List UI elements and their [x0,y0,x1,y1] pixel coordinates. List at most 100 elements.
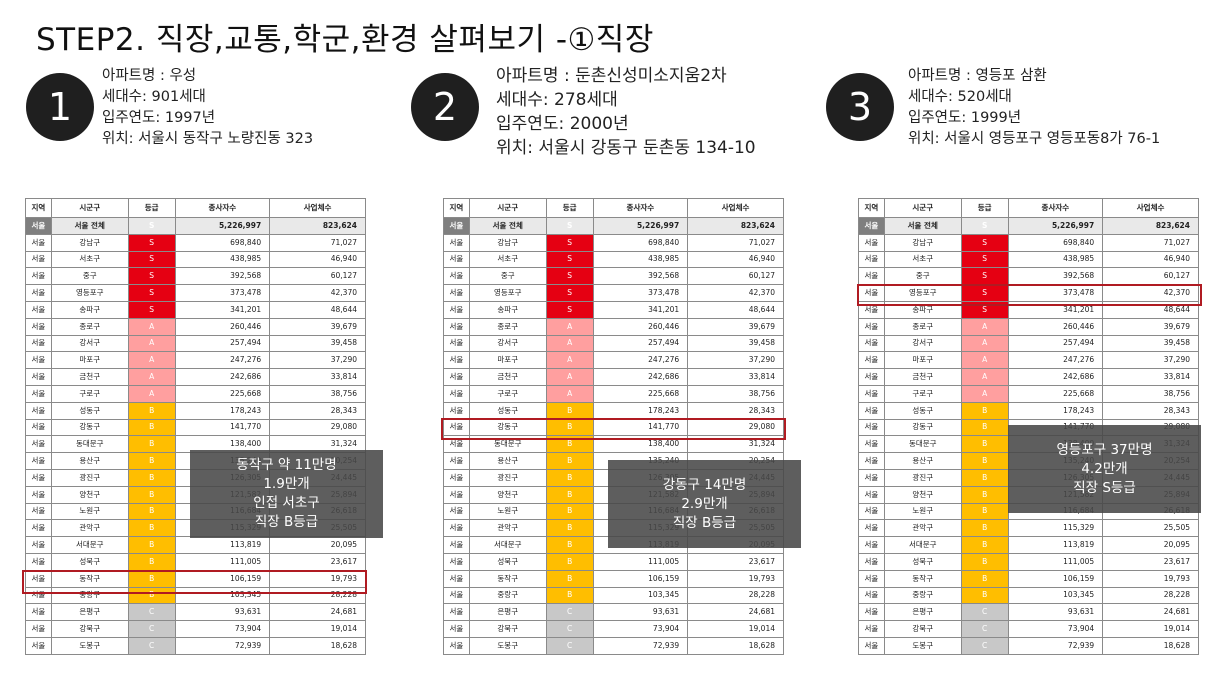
grade-cell: S [545,267,594,286]
column-header: 사업체수 [269,198,366,218]
business-count-cell: 33,814 [687,368,784,386]
region-cell: 서울 [443,300,470,319]
district-cell: 용산구 [468,452,547,470]
district-cell: 동대문구 [883,435,962,454]
grade-cell: A [960,334,1009,353]
table-row: 서울 구로구 A 225,668 38,756 [25,384,366,403]
grade-cell: A [127,351,176,370]
district-cell: 동작구 [883,569,962,588]
table-row: 서울 중랑구 B 103,345 28,228 [443,586,784,605]
grade-cell: B [127,468,176,487]
note-line: 1.9만개 [263,476,310,492]
table-header: 지역 시군구 등급 종사자수 사업체수 [443,198,784,218]
table-header: 지역 시군구 등급 종사자수 사업체수 [858,198,1199,218]
column-header: 등급 [960,198,1009,218]
grade-cell: B [960,401,1009,420]
region-cell: 서울 [443,334,470,353]
table-row: 서울 성동구 B 178,243 28,343 [25,401,366,420]
district-cell: 금천구 [468,368,547,386]
district-cell: 광진구 [883,468,962,487]
grade-cell: B [960,536,1009,554]
grade-cell: S [960,233,1009,252]
employee-count-cell: 178,243 [174,401,271,420]
district-cell: 종로구 [883,317,962,336]
district-cell: 관악구 [50,519,129,538]
table-row: 서울 종로구 A 260,446 39,679 [443,317,784,336]
district-cell: 중구 [883,267,962,286]
table-row: 서울 강남구 S 698,840 71,027 [858,233,1199,252]
column-header: 시군구 [883,198,962,218]
grade-cell: B [545,502,594,521]
number-badge-3: 3 [826,73,894,141]
table-row: 서울 마포구 A 247,276 37,290 [25,351,366,370]
employee-count-cell: 113,819 [1007,536,1104,554]
employee-count-cell: 111,005 [174,552,271,571]
grade-cell: B [960,569,1009,588]
region-cell: 서울 [858,351,885,370]
business-count-cell: 24,681 [687,603,784,622]
grade-cell: B [127,502,176,521]
employee-count-cell: 178,243 [592,401,689,420]
table-row: 서울 금천구 A 242,686 33,814 [25,368,366,386]
region-cell: 서울 [25,519,52,538]
region-cell: 서울 [25,636,52,655]
district-cell: 강서구 [883,334,962,353]
table-row: 서울 성동구 B 178,243 28,343 [858,401,1199,420]
region-cell: 서울 [858,603,885,622]
district-cell: 용산구 [50,452,129,470]
region-cell: 서울 [858,586,885,605]
business-count-cell: 823,624 [1102,217,1199,235]
note-line: 직장 S등급 [1073,479,1136,496]
grade-cell: C [545,603,594,622]
employee-count-cell: 5,226,997 [1007,217,1104,235]
district-cell: 구로구 [50,384,129,403]
district-cell: 서초구 [883,250,962,269]
region-cell: 서울 [443,368,470,386]
note-box-2: 강동구 14만명 2.9만개 직장 B등급 [608,460,801,548]
business-count-cell: 60,127 [269,267,366,286]
employee-count-cell: 93,631 [1007,603,1104,622]
district-cell: 광진구 [50,468,129,487]
region-cell: 서울 [25,536,52,554]
note-line: 직장 B등급 [672,514,737,531]
business-count-cell: 18,628 [269,636,366,655]
table-row: 서울 구로구 A 225,668 38,756 [858,384,1199,403]
employee-count-cell: 247,276 [174,351,271,370]
business-count-cell: 19,793 [687,569,784,588]
business-count-cell: 23,617 [269,552,366,571]
region-cell: 서울 [858,368,885,386]
grade-cell: S [127,267,176,286]
region-cell: 서울 [858,485,885,504]
region-cell: 서울 [25,384,52,403]
business-count-cell: 20,095 [269,536,366,554]
grade-cell: S [127,250,176,269]
employee-count-cell: 260,446 [1007,317,1104,336]
district-cell: 금천구 [50,368,129,386]
table-row: 서울 중구 S 392,568 60,127 [25,267,366,286]
district-cell: 중랑구 [468,586,547,605]
grade-cell: B [960,519,1009,538]
region-cell: 서울 [25,317,52,336]
grade-cell: S [127,217,176,235]
column-header: 종사자수 [1007,198,1104,218]
region-cell: 서울 [443,502,470,521]
employee-count-cell: 698,840 [174,233,271,252]
district-cell: 강북구 [50,620,129,638]
move-in-year: 입주연도: 1999년 [908,110,1022,126]
column-header: 사업체수 [687,198,784,218]
employee-count-cell: 341,201 [592,300,689,319]
business-count-cell: 39,679 [269,317,366,336]
district-cell: 중랑구 [883,586,962,605]
business-count-cell: 20,095 [1102,536,1199,554]
employee-count-cell: 242,686 [1007,368,1104,386]
employee-count-cell: 5,226,997 [174,217,271,235]
note-line: 인접 서초구 [253,495,320,511]
business-count-cell: 37,290 [269,351,366,370]
grade-cell: B [545,452,594,470]
table-row: 서울 금천구 A 242,686 33,814 [858,368,1199,386]
district-cell: 종로구 [50,317,129,336]
employee-count-cell: 72,939 [592,636,689,655]
district-cell: 성동구 [468,401,547,420]
employee-count-cell: 113,819 [174,536,271,554]
region-cell: 서울 [443,384,470,403]
